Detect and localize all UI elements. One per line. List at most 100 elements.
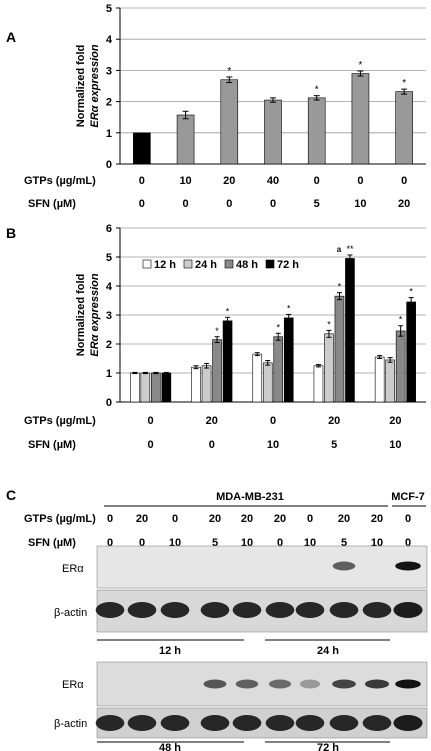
- bar: [385, 359, 395, 403]
- bar: [140, 372, 151, 403]
- lane-label-sfn: 0: [139, 537, 145, 549]
- bar: [345, 258, 355, 403]
- category-label-gtps: 0: [148, 415, 154, 427]
- bar: [395, 330, 406, 403]
- blot-band: [95, 602, 125, 618]
- blot-band: [295, 602, 325, 618]
- chart-a-ylabel-line2: ERα expression: [89, 44, 101, 128]
- bar: [220, 79, 239, 165]
- bar: [374, 356, 385, 403]
- y-tick-label: 2: [106, 97, 112, 109]
- lane-label-gtps: 0: [307, 513, 313, 525]
- chart-b-y-ticks: 0 1 2 3 4 5 6: [106, 223, 120, 409]
- chart-a-y-ticks: 0 1 2 3 4 5: [106, 3, 120, 171]
- chart-b-row-label-sfn: SFN (µM): [28, 439, 76, 451]
- significance-marker: *: [399, 315, 403, 325]
- y-tick-label: 4: [106, 281, 113, 293]
- lane-label-gtps: 0: [172, 513, 178, 525]
- legend-swatch: [224, 259, 234, 269]
- category-label-gtps: 40: [267, 175, 279, 187]
- bar: [151, 372, 161, 403]
- category-label-sfn: 5: [314, 198, 320, 210]
- blot-band: [332, 561, 356, 571]
- significance-marker: *: [338, 282, 342, 292]
- blot-band: [395, 679, 421, 689]
- legend-label: 72 h: [277, 259, 299, 271]
- significance-marker: *: [409, 287, 413, 297]
- bar: [252, 353, 263, 403]
- y-tick-label: 0: [106, 397, 112, 409]
- category-label-gtps: 0: [357, 175, 363, 187]
- category-label-gtps: 10: [179, 175, 191, 187]
- category-label-sfn: 10: [389, 439, 401, 451]
- y-tick-label: 3: [106, 65, 112, 77]
- bar: [324, 333, 334, 403]
- y-tick-label: 1: [106, 368, 112, 380]
- category-label-gtps: 0: [139, 175, 145, 187]
- lane-label-sfn: 5: [341, 537, 347, 549]
- category-label-gtps: 0: [270, 415, 276, 427]
- category-label-gtps: 0: [401, 175, 407, 187]
- bar: [130, 372, 140, 403]
- blot-band: [160, 602, 190, 618]
- bar: [406, 301, 416, 403]
- bar: [176, 114, 195, 165]
- bar: [283, 317, 294, 403]
- significance-marker: *: [276, 322, 280, 332]
- blot-band: [235, 679, 259, 689]
- significance-marker: *: [315, 85, 319, 96]
- significance-marker: *: [358, 60, 362, 71]
- bar: [161, 372, 172, 403]
- chart-a-row-label-gtps: GTPs (µg/mL): [24, 175, 96, 187]
- blot-band: [332, 679, 356, 689]
- panel-label-a: A: [6, 29, 16, 45]
- blot-time-48h: 48 h: [159, 742, 181, 751]
- blot-band: [268, 679, 292, 689]
- blot-band: [295, 715, 325, 731]
- blot-actin-bottom-bands: [95, 715, 423, 731]
- panel-label-c: C: [6, 487, 16, 503]
- panel-label-b: B: [6, 225, 16, 241]
- significance-marker: *: [215, 326, 219, 336]
- y-tick-label: 0: [106, 159, 112, 171]
- legend-swatch: [183, 259, 193, 269]
- blot-era-top-bands: [332, 561, 421, 571]
- category-label-gtps: 20: [328, 415, 340, 427]
- legend-label: 12 h: [154, 259, 176, 271]
- significance-marker: **: [346, 244, 354, 254]
- blot-era-top-label: ERα: [62, 563, 84, 575]
- bar: [264, 99, 282, 165]
- blot-row-label-sfn: SFN (µM): [28, 537, 76, 549]
- blot-cell-line-mcf7: MCF-7: [391, 491, 425, 503]
- bar: [307, 97, 326, 165]
- bar: [273, 336, 284, 403]
- category-label-sfn: 0: [209, 439, 215, 451]
- lane-label-sfn: 0: [405, 537, 411, 549]
- blot-time-72h: 72 h: [317, 742, 339, 751]
- lane-label-gtps: 20: [274, 513, 286, 525]
- blot-time-12h: 12 h: [159, 645, 181, 657]
- category-label-sfn: 10: [267, 439, 279, 451]
- lane-label-gtps: 20: [241, 513, 253, 525]
- category-label-sfn: 5: [331, 439, 337, 451]
- blot-band: [362, 602, 392, 618]
- category-label-sfn: 0: [226, 198, 232, 210]
- category-label-sfn: 0: [270, 198, 276, 210]
- blot-band: [299, 679, 321, 689]
- category-label-gtps: 20: [206, 415, 218, 427]
- legend-swatch: [265, 259, 275, 269]
- chart-b-annotation-a: a: [337, 245, 342, 254]
- blot-row-label-gtps: GTPs (µg/mL): [24, 513, 96, 525]
- chart-a-bars: * * * *: [133, 60, 413, 165]
- bar: [313, 365, 324, 403]
- bar: [222, 320, 233, 403]
- blot-band: [329, 602, 359, 618]
- significance-marker: *: [402, 78, 406, 89]
- lane-label-gtps: 20: [338, 513, 350, 525]
- y-tick-label: 2: [106, 339, 112, 351]
- lane-label-gtps: 20: [136, 513, 148, 525]
- category-label-sfn: 0: [148, 439, 154, 451]
